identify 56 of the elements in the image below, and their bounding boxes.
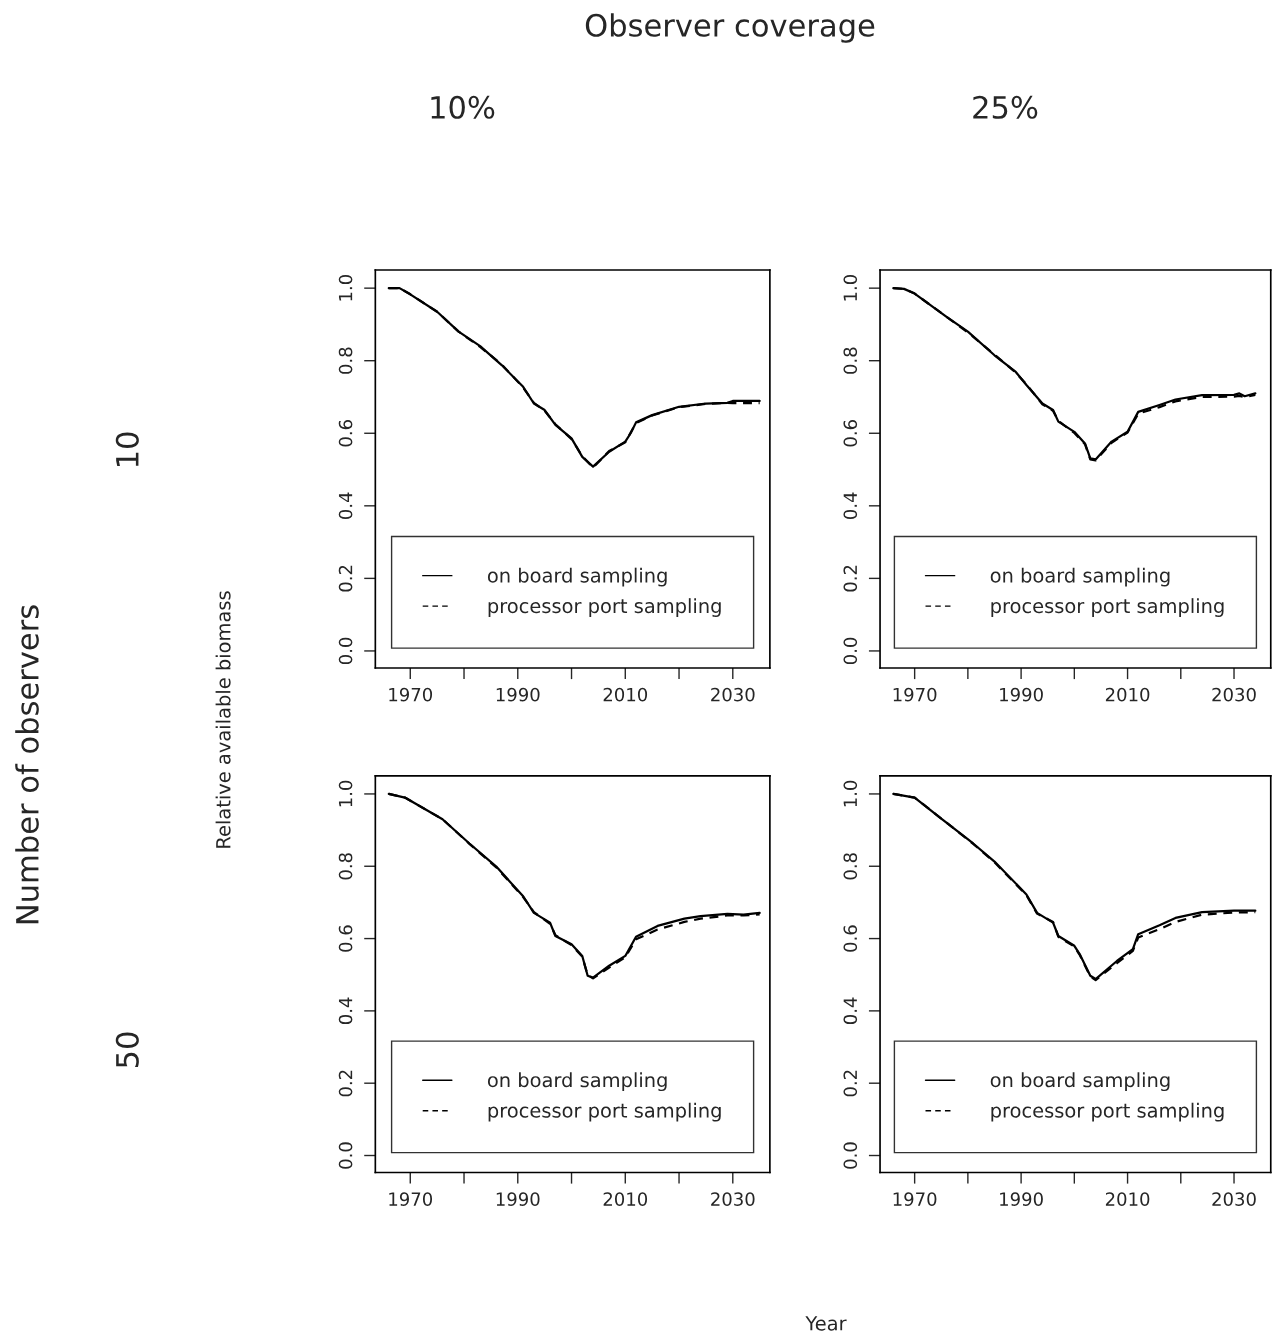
legend-label: processor port sampling	[488, 598, 721, 617]
chart-title: 25%	[973, 95, 1038, 119]
x-tick-label: 2030	[1212, 687, 1256, 702]
x-tick-label: 2010	[1105, 687, 1150, 702]
y-tick-label: 0.8	[338, 347, 353, 374]
y-tick-label: 0.0	[843, 1142, 858, 1169]
x-tick-label: 2030	[711, 687, 755, 702]
y-tick-label: 0.8	[843, 853, 858, 880]
legend-label: processor port sampling	[991, 1102, 1224, 1122]
y-tick-label: 0.0	[843, 637, 858, 665]
y-tick-label: 0.6	[843, 420, 858, 447]
legend-label: on board sampling	[990, 567, 1170, 587]
y-tick-label: 0.2	[843, 565, 858, 592]
y-tick-label: 0.2	[843, 1070, 858, 1097]
x-tick-label: 2010	[603, 687, 648, 702]
y-tick-label: 0.4	[338, 997, 353, 1025]
y-tick-label: 0.2	[338, 565, 353, 592]
y-tick-label: 0.4	[843, 997, 858, 1025]
y-tick-label: 0.0	[338, 637, 353, 665]
legend-label: processor port sampling	[991, 598, 1224, 617]
y-tick-label: 1.0	[338, 780, 353, 807]
y-axis-title: 50	[115, 1032, 139, 1068]
text: Observer coverage	[585, 13, 875, 43]
y-tick-label: 0.4	[338, 492, 353, 519]
x-tick-label: 1970	[389, 687, 433, 702]
y-axis-title: 10	[115, 432, 139, 467]
x-tick-label: 1970	[893, 1192, 937, 1206]
text: Relative available biomass	[215, 591, 231, 848]
x-tick-label: 1990	[496, 1192, 540, 1206]
y-tick-label: 1.0	[843, 274, 858, 301]
x-tick-label: 1970	[389, 1192, 433, 1206]
x-tick-label: 2010	[603, 1192, 648, 1206]
y-tick-label: 0.6	[338, 420, 353, 447]
text: Number of observers	[15, 605, 39, 924]
y-tick-label: 0.0	[338, 1142, 353, 1169]
x-tick-label: 1970	[893, 687, 937, 702]
y-tick-label: 1.0	[338, 274, 353, 301]
y-tick-label: 0.8	[843, 347, 858, 374]
legend-label: on board sampling	[487, 1072, 667, 1092]
legend-label: on board sampling	[990, 1072, 1170, 1092]
y-tick-label: 0.4	[843, 492, 858, 519]
y-tick-label: 1.0	[843, 780, 858, 807]
x-tick-label: 2010	[1105, 1192, 1150, 1206]
chart-title: 10%	[431, 95, 495, 119]
legend-label: on board sampling	[487, 567, 667, 587]
text: Year	[805, 1316, 847, 1331]
legend-label: processor port sampling	[488, 1102, 721, 1122]
x-tick-label: 1990	[496, 687, 540, 702]
y-tick-label: 0.6	[338, 925, 353, 952]
x-tick-label: 2030	[1212, 1192, 1256, 1206]
x-tick-label: 2030	[711, 1192, 755, 1206]
x-tick-label: 1990	[1000, 687, 1043, 702]
y-tick-label: 0.6	[843, 925, 858, 952]
y-tick-label: 0.2	[338, 1070, 353, 1097]
y-tick-label: 0.8	[338, 853, 353, 880]
x-tick-label: 1990	[1000, 1192, 1043, 1206]
